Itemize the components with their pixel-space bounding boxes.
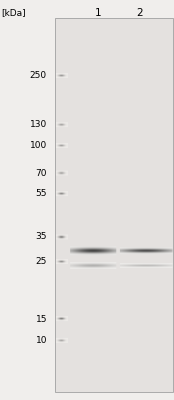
Text: 250: 250 [30,72,47,80]
Text: 10: 10 [35,336,47,345]
Text: 2: 2 [136,8,143,18]
Text: 70: 70 [35,169,47,178]
Text: 100: 100 [30,141,47,150]
Text: 15: 15 [35,314,47,324]
Text: 35: 35 [35,232,47,241]
Text: 25: 25 [36,257,47,266]
Bar [55,18,173,392]
Text: [kDa]: [kDa] [2,8,26,17]
Text: 55: 55 [35,189,47,198]
Text: 1: 1 [95,8,102,18]
Text: 130: 130 [30,120,47,129]
